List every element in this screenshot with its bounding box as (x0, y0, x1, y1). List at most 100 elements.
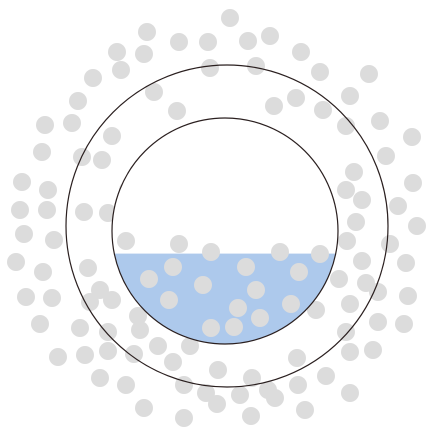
outer-particle (33, 143, 51, 161)
outer-particle (292, 43, 310, 61)
outer-particle (337, 117, 355, 135)
outer-particle (337, 181, 355, 199)
outer-particle (209, 361, 227, 379)
outer-particle (108, 43, 126, 61)
outer-particle (347, 213, 365, 231)
outer-particle (168, 102, 186, 120)
outer-particle (181, 337, 199, 355)
outer-particle (45, 231, 63, 249)
outer-particle (395, 315, 413, 333)
outer-particle (265, 97, 283, 115)
outer-particle (364, 341, 382, 359)
liquid-particle (271, 243, 289, 261)
liquid-particle (160, 291, 178, 309)
outer-particle (75, 203, 93, 221)
outer-particle (397, 254, 415, 272)
liquid-particle (194, 276, 212, 294)
outer-particle (99, 342, 117, 360)
outer-particle (7, 253, 25, 271)
outer-particle (84, 69, 102, 87)
liquid-particle (237, 258, 255, 276)
outer-particle (197, 384, 215, 402)
outer-particle (175, 409, 193, 427)
outer-ring (65, 64, 389, 388)
outer-particle (81, 293, 99, 311)
outer-particle (79, 259, 97, 277)
outer-particle (381, 235, 399, 253)
outer-particle (357, 274, 375, 292)
outer-particle (31, 315, 49, 333)
liquid-particle (164, 258, 182, 276)
liquid-particle (311, 245, 329, 263)
liquid-particle (251, 309, 269, 327)
outer-particle (360, 65, 378, 83)
outer-particle (243, 369, 261, 387)
liquid-particle (202, 319, 220, 337)
outer-particle (125, 345, 143, 363)
outer-particle (91, 369, 109, 387)
outer-particle (112, 61, 130, 79)
outer-particle (403, 128, 421, 146)
liquid-particle (140, 270, 158, 288)
outer-particle (307, 301, 325, 319)
outer-particle (11, 201, 29, 219)
liquid-particle (117, 232, 135, 250)
outer-particle (208, 395, 226, 413)
outer-particle (117, 376, 135, 394)
outer-particle (36, 116, 54, 134)
outer-particle (341, 343, 359, 361)
outer-particle (164, 353, 182, 371)
outer-particle (404, 174, 422, 192)
outer-particle (341, 384, 359, 402)
outer-particle (345, 163, 363, 181)
outer-particle (103, 127, 121, 145)
outer-particle (175, 376, 193, 394)
outer-particle (201, 59, 219, 77)
outer-particle (17, 288, 35, 306)
outer-particle (288, 349, 306, 367)
outer-particle (341, 295, 359, 313)
outer-particle (389, 197, 407, 215)
liquid-particle (229, 299, 247, 317)
outer-particle (199, 33, 217, 51)
liquid-particle (202, 243, 220, 261)
outer-particle (39, 181, 57, 199)
outer-particle (289, 376, 307, 394)
liquid-particle (225, 318, 243, 336)
outer-particle (103, 291, 121, 309)
liquid-particle (170, 235, 188, 253)
outer-particle (314, 101, 332, 119)
outer-particle (63, 114, 81, 132)
outer-particle (317, 367, 335, 385)
outer-particle (338, 232, 356, 250)
outer-particle (129, 307, 147, 325)
outer-particle (221, 9, 239, 27)
liquid-particle (290, 263, 308, 281)
outer-particle (261, 27, 279, 45)
outer-particle (99, 323, 117, 341)
outer-particle (170, 33, 188, 51)
liquid-particle (282, 295, 300, 313)
outer-particle (93, 151, 111, 169)
outer-particle (76, 346, 94, 364)
liquid-particle (247, 281, 265, 299)
outer-particle (337, 323, 355, 341)
outer-particle (341, 87, 359, 105)
outer-particle (377, 147, 395, 165)
outer-particle (138, 23, 156, 41)
outer-particle (399, 287, 417, 305)
outer-particle (371, 112, 389, 130)
outer-particle (369, 313, 387, 331)
inner-container-circle (111, 117, 339, 345)
outer-particle (330, 270, 348, 288)
outer-particle (135, 399, 153, 417)
outer-particle (296, 401, 314, 419)
outer-particle (38, 201, 56, 219)
outer-particle (149, 337, 167, 355)
outer-particle (49, 348, 67, 366)
outer-particle (145, 83, 163, 101)
outer-particle (247, 57, 265, 75)
outer-particle (43, 289, 61, 307)
outer-particle (287, 89, 305, 107)
